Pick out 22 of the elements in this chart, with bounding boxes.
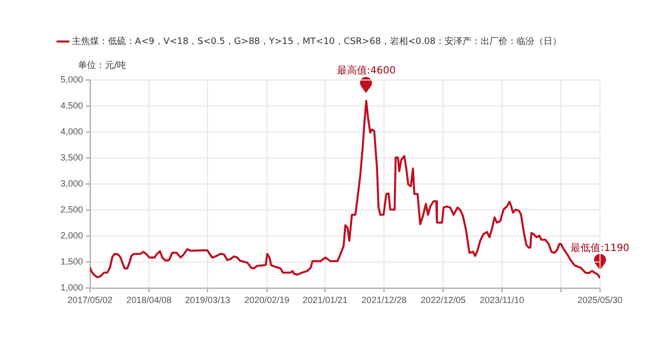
y-axis-title: 单位：元/吨 [78, 60, 126, 72]
y-tick-label: 4,500 [60, 100, 83, 111]
x-tick-label: 2021/12/28 [362, 295, 407, 306]
x-tick-label: 2022/12/05 [420, 295, 466, 306]
y-tick-label: 1,500 [60, 256, 83, 267]
y-tick-label: 3,000 [60, 178, 83, 189]
x-tick-label: 2023/11/10 [480, 295, 524, 306]
annotation: 最低值:1190 [570, 242, 630, 254]
y-tick-label: 5,000 [60, 74, 83, 84]
y-tick-label: 4,000 [60, 126, 83, 137]
x-tick-label: 2019/03/13 [185, 295, 230, 306]
y-tick-label: 2,000 [60, 230, 83, 241]
y-tick-label: 3,500 [60, 152, 83, 163]
y-tick-label: 2,500 [60, 204, 83, 215]
x-tick-label: 2020/02/19 [244, 295, 290, 306]
legend-label: 主焦煤：低硫：A<9，V<18，S<0.5，G>88，Y>15，MT<10，CSR>68，岩相<0.08：安泽产：出厂价：临汾（日） [72, 36, 562, 47]
annotation: 最高值:4600 [336, 64, 396, 76]
x-tick-label: 2017/05/02 [67, 295, 113, 306]
y-tick-label: 1,000 [60, 282, 83, 293]
x-tick-label: 2018/04/08 [126, 295, 172, 306]
x-tick-label: 2021/01/21 [302, 295, 348, 306]
x-tick-label: 2025/05/30 [577, 295, 623, 306]
